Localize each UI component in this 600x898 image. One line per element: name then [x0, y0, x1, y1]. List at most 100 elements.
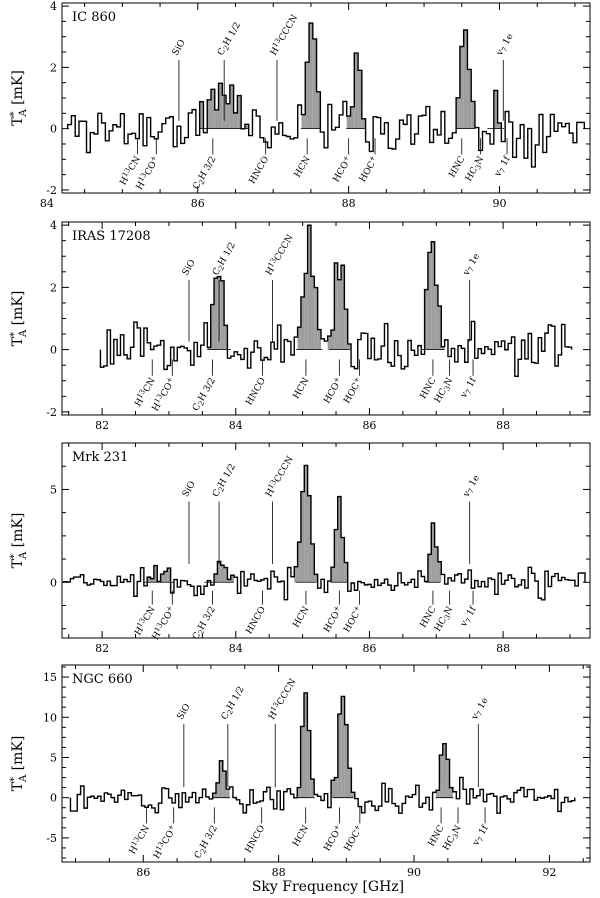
spectral-fill-bin [210, 89, 215, 129]
spectral-fill-bin [337, 714, 342, 798]
y-axis-label: T*A [mK] [9, 513, 29, 569]
line-label-below: HNCO [244, 605, 268, 636]
spectral-fill-bin [434, 546, 438, 583]
spectral-fill-bin [456, 97, 460, 129]
spectral-fill-bin [437, 561, 442, 583]
y-tick-label: 0 [50, 123, 57, 136]
spectral-fill-bin [226, 789, 230, 798]
spectrum-line [62, 464, 586, 601]
line-label-below: HOC+ [341, 375, 365, 405]
x-tick-label: 82 [95, 419, 109, 432]
spectral-fill-bin [314, 574, 318, 583]
spectral-fill-bin [294, 566, 298, 583]
line-label-below: HOC+ [356, 154, 380, 184]
line-label-below: C2H 3/2 [191, 376, 219, 413]
x-tick-label: 86 [191, 197, 205, 210]
spectral-fill-bin [147, 577, 151, 583]
spectral-fill-bin [439, 755, 443, 798]
y-axis-label: T*A [mK] [9, 736, 29, 792]
line-label-below: HOC+ [341, 823, 365, 853]
line-label-below: v7 1f [493, 154, 514, 180]
spectral-fill-bin [431, 241, 435, 350]
x-tick-label: 84 [229, 642, 243, 655]
spectral-fill-bin [297, 542, 301, 583]
line-label-below: HNCO [248, 155, 272, 186]
line-label-above: C2H 1/2 [211, 462, 239, 499]
y-tick-label: 0 [50, 344, 57, 357]
spectral-fill-bin [341, 537, 345, 583]
spectral-fill-bin [301, 114, 306, 129]
spectrum-panel: 84 86 88 90 -2 0 2 4 T*A [mK] IC 860 SiO C2H 1/2 H13… [9, 0, 591, 210]
spectral-fill-bin [346, 116, 351, 129]
line-label-above: v7 1e [461, 474, 483, 501]
spectral-fill-bin [212, 793, 216, 798]
y-tick-label: 4 [50, 219, 57, 232]
spectral-fill-bin [224, 567, 228, 583]
spectral-fill-bin [230, 575, 235, 583]
spectral-fill-bin [317, 329, 321, 350]
line-label-below: v7 1f [459, 376, 480, 402]
x-tick-label: 90 [407, 866, 421, 879]
line-label-below: HCO+ [321, 823, 345, 853]
spectral-fill-bin [344, 562, 348, 583]
spectral-fill-bin [314, 287, 318, 350]
spectral-fill-bin [229, 85, 234, 129]
line-label-above: C2H 1/2 [211, 241, 239, 278]
spectral-fill-bin [214, 278, 218, 350]
plot-frame [61, 664, 591, 863]
spectral-fill-bin [431, 523, 435, 583]
spectral-fill-bin [300, 726, 304, 798]
x-tick-label: 88 [272, 866, 286, 879]
spectrum-panel: 82 84 86 88 0 5 T*A [mK] Mrk 231 SiO C2H 1/2 H13CC… [9, 442, 591, 655]
line-label-below: HCN [293, 155, 313, 180]
spectral-fill-bin [331, 567, 335, 583]
spectrum-line [66, 22, 586, 168]
line-label-below: HOC+ [341, 604, 365, 634]
spectral-fill-bin [304, 273, 308, 350]
spectral-fill-bin [218, 83, 223, 129]
x-tick-label: 88 [342, 197, 356, 210]
x-tick-label: 86 [362, 642, 376, 655]
spectral-fill-bin [497, 122, 502, 129]
spectral-fill-bin [150, 578, 154, 583]
spectral-fill-bin [300, 296, 305, 350]
x-tick-label: 88 [496, 642, 510, 655]
line-label-above: H13CCCN [263, 232, 296, 277]
line-label-above: SiO [171, 38, 188, 57]
spectral-fill-bin [214, 109, 219, 129]
spectral-fill-bin [350, 106, 355, 129]
spectral-fill-bin [207, 99, 211, 129]
spectral-fill-bin [153, 565, 158, 583]
line-label-below: HCN [291, 824, 311, 849]
line-label-below: v7 1f [459, 604, 480, 630]
x-tick-label: 84 [229, 419, 243, 432]
spectral-fill-bin [309, 23, 313, 129]
line-label-below: C2H 3/2 [193, 824, 221, 861]
line-label-above: SiO [181, 480, 198, 499]
panel-title: IC 860 [72, 10, 116, 25]
y-tick-label: 15 [43, 671, 57, 684]
spectral-fill-bin [334, 529, 338, 583]
y-tick-label: 10 [43, 711, 57, 724]
y-tick-label: 2 [50, 61, 57, 74]
spectral-fill-bin [463, 30, 468, 129]
spectrum-panel: 86 88 90 92 -5 0 5 10 15 T*A [mK] NGC 660 SiO C2H 1/… [9, 664, 591, 879]
x-tick-label: 86 [362, 419, 376, 432]
spectral-fill-bin [167, 568, 171, 583]
spectral-fill-bin [471, 101, 475, 129]
spectral-fill-bin [233, 112, 238, 129]
line-label-below: HCN [292, 376, 312, 401]
line-label-above: H13CCCN [265, 676, 298, 721]
spectral-fill-bin [337, 279, 342, 350]
spectral-fill-bin [358, 70, 362, 129]
spectral-fill-bin [217, 561, 221, 583]
spectral-fill-bin [220, 280, 225, 350]
spectral-fill-bin [334, 262, 338, 350]
y-tick-label: 4 [50, 0, 57, 13]
spectral-fill-bin [207, 580, 211, 583]
spectral-fill-bin [344, 724, 348, 798]
spectral-fill-bin [348, 768, 352, 798]
spectral-fill-bin [427, 554, 432, 583]
spectral-fill-bin [427, 252, 432, 350]
